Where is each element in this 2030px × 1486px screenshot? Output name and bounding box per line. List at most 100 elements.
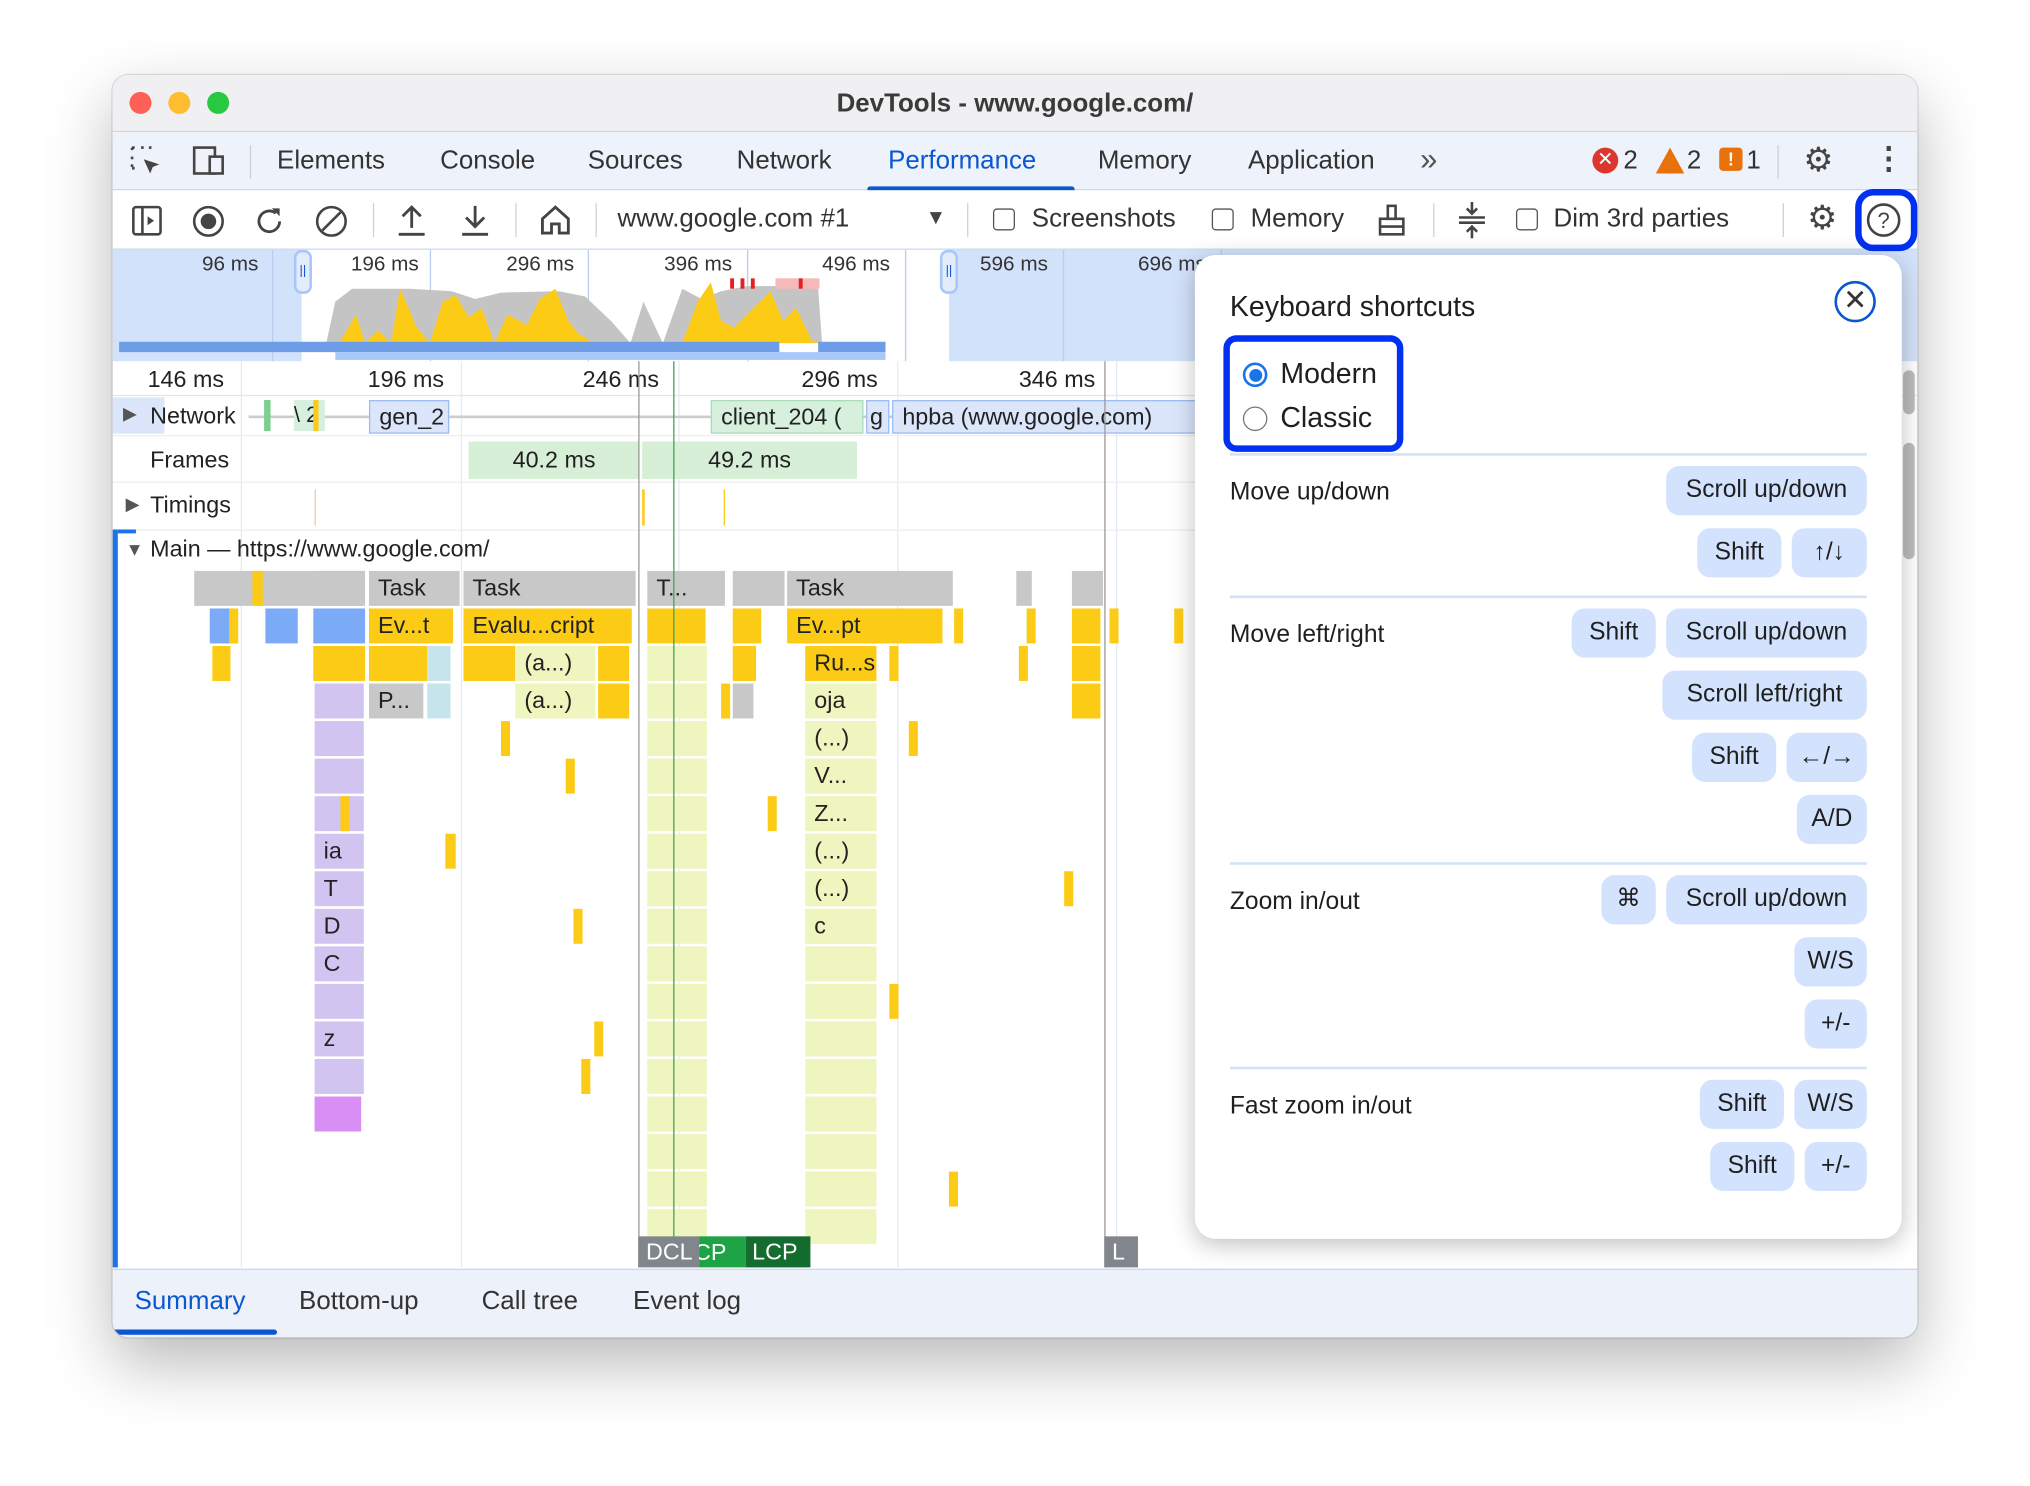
inspect-element-icon[interactable]	[129, 145, 163, 185]
flame-slice[interactable]	[314, 796, 364, 832]
frame[interactable]: 40.2 ms	[468, 441, 640, 480]
fcp-marker[interactable]: CP	[699, 1236, 746, 1268]
download-icon[interactable]	[458, 202, 492, 245]
modern-radio[interactable]	[1242, 362, 1268, 388]
warning-icon[interactable]	[1655, 147, 1685, 174]
flame-slice[interactable]	[314, 758, 364, 794]
flame-entry[interactable]: (...)	[805, 871, 877, 907]
flame-slice[interactable]	[647, 983, 707, 1019]
tab-network[interactable]: Network	[736, 146, 832, 175]
flame-slice[interactable]	[1109, 608, 1119, 644]
expand-arrow-icon[interactable]: ▶	[122, 402, 137, 424]
flame-entry[interactable]: ia	[314, 833, 364, 869]
flame-slice[interactable]	[805, 983, 877, 1019]
flame-entry[interactable]: Task	[368, 570, 460, 606]
flame-entry[interactable]: oja	[805, 683, 877, 719]
close-window-button[interactable]	[129, 91, 152, 114]
flame-slice[interactable]	[427, 683, 451, 719]
screenshots-checkbox[interactable]	[992, 208, 1015, 231]
home-icon[interactable]	[539, 203, 573, 243]
selection-right-handle[interactable]: ||	[939, 249, 959, 294]
dropdown-arrow-icon[interactable]: ▼	[925, 207, 947, 230]
tab-performance[interactable]: Performance	[888, 146, 1037, 175]
flame-slice[interactable]	[1026, 608, 1036, 644]
record-icon[interactable]	[192, 205, 226, 245]
screenshots-label[interactable]: Screenshots	[1031, 204, 1176, 234]
flame-slice[interactable]	[229, 608, 239, 644]
flame-slice[interactable]	[1071, 570, 1103, 606]
network-request[interactable]: hpba (www.google.com)	[891, 400, 1198, 434]
flame-chart[interactable]: Task Task T... Task Ev...t Evalu...cript Ev...…	[113, 75, 1195, 1267]
more-options-icon[interactable]: ⋮	[1873, 141, 1905, 177]
upload-icon[interactable]	[395, 202, 429, 245]
dcl-marker[interactable]: DCL	[638, 1236, 700, 1268]
flame-slice[interactable]	[314, 1096, 362, 1132]
flame-slice[interactable]	[265, 608, 298, 644]
flame-slice[interactable]	[647, 758, 707, 794]
flame-slice[interactable]	[732, 683, 754, 719]
reload-record-icon[interactable]	[252, 205, 286, 245]
flame-slice[interactable]	[1071, 683, 1101, 719]
flame-slice[interactable]	[594, 1021, 604, 1057]
flame-slice[interactable]	[732, 646, 757, 681]
flame-slice[interactable]	[647, 1021, 707, 1057]
more-tabs-chevron-icon[interactable]: »	[1420, 142, 1438, 178]
flame-slice[interactable]	[805, 1209, 877, 1245]
flame-slice[interactable]	[647, 796, 707, 832]
flame-slice[interactable]	[340, 796, 350, 832]
flame-slice[interactable]	[1071, 646, 1101, 681]
flame-slice[interactable]	[598, 683, 630, 719]
tab-console[interactable]: Console	[440, 146, 536, 175]
frames-track[interactable]: Frames 40.2 ms 49.2 ms	[112, 438, 1195, 483]
scrollbar[interactable]	[1903, 370, 1915, 415]
flame-slice[interactable]	[314, 1058, 364, 1094]
flame-slice[interactable]	[805, 1171, 877, 1207]
flame-entry[interactable]: P...	[368, 683, 424, 719]
flame-slice[interactable]	[313, 646, 366, 681]
network-track-label[interactable]: Network	[150, 402, 236, 429]
close-dialog-button[interactable]: ✕	[1834, 280, 1876, 323]
flame-slice[interactable]	[427, 646, 451, 681]
flame-slice[interactable]	[581, 1058, 591, 1094]
recording-select[interactable]: www.google.com #1	[617, 204, 850, 234]
frame[interactable]: 49.2 ms	[642, 441, 858, 480]
flame-entry[interactable]: V...	[805, 758, 877, 794]
device-toolbar-icon[interactable]	[190, 145, 226, 185]
flame-slice[interactable]	[954, 608, 964, 644]
network-request[interactable]: gen_2	[368, 400, 450, 434]
flame-slice[interactable]	[767, 796, 777, 832]
flame-slice[interactable]	[647, 646, 707, 681]
tab-sources[interactable]: Sources	[587, 146, 683, 175]
flame-slice[interactable]	[1016, 570, 1032, 606]
flame-slice[interactable]	[805, 1096, 877, 1132]
flame-slice[interactable]	[647, 833, 707, 869]
flame-entry[interactable]: Evalu...cript	[463, 608, 632, 644]
flame-slice[interactable]	[647, 1171, 707, 1207]
flame-slice[interactable]	[598, 646, 630, 681]
flame-entry[interactable]: z	[314, 1021, 364, 1057]
flame-entry[interactable]: c	[805, 908, 877, 944]
flame-entry[interactable]: (a...)	[515, 683, 596, 719]
memory-label[interactable]: Memory	[1250, 204, 1345, 234]
issue-icon[interactable]: !	[1719, 147, 1743, 171]
flame-slice[interactable]	[1071, 608, 1101, 644]
error-icon[interactable]: ✕	[1592, 147, 1619, 174]
flame-slice[interactable]	[252, 570, 263, 606]
error-count[interactable]: 2	[1623, 146, 1638, 175]
flame-slice[interactable]	[565, 758, 575, 794]
clear-icon[interactable]	[315, 205, 349, 245]
collapse-tracks-icon[interactable]	[1455, 201, 1489, 246]
collapse-arrow-icon[interactable]: ▼	[125, 538, 144, 560]
flame-entry[interactable]: T	[314, 871, 364, 907]
flame-slice[interactable]	[314, 983, 364, 1019]
flame-slice[interactable]	[647, 908, 707, 944]
toggle-sidebar-icon[interactable]	[131, 205, 165, 245]
flame-slice[interactable]	[212, 646, 231, 681]
flame-entry[interactable]: Ev...t	[368, 608, 454, 644]
flame-slice[interactable]	[647, 871, 707, 907]
issue-count[interactable]: 1	[1746, 146, 1761, 175]
flame-slice[interactable]	[314, 683, 364, 719]
timings-track[interactable]: ▶ Timings	[112, 484, 1195, 531]
flame-entry[interactable]: Ev...pt	[787, 608, 943, 644]
tab-call-tree[interactable]: Call tree	[481, 1286, 579, 1316]
